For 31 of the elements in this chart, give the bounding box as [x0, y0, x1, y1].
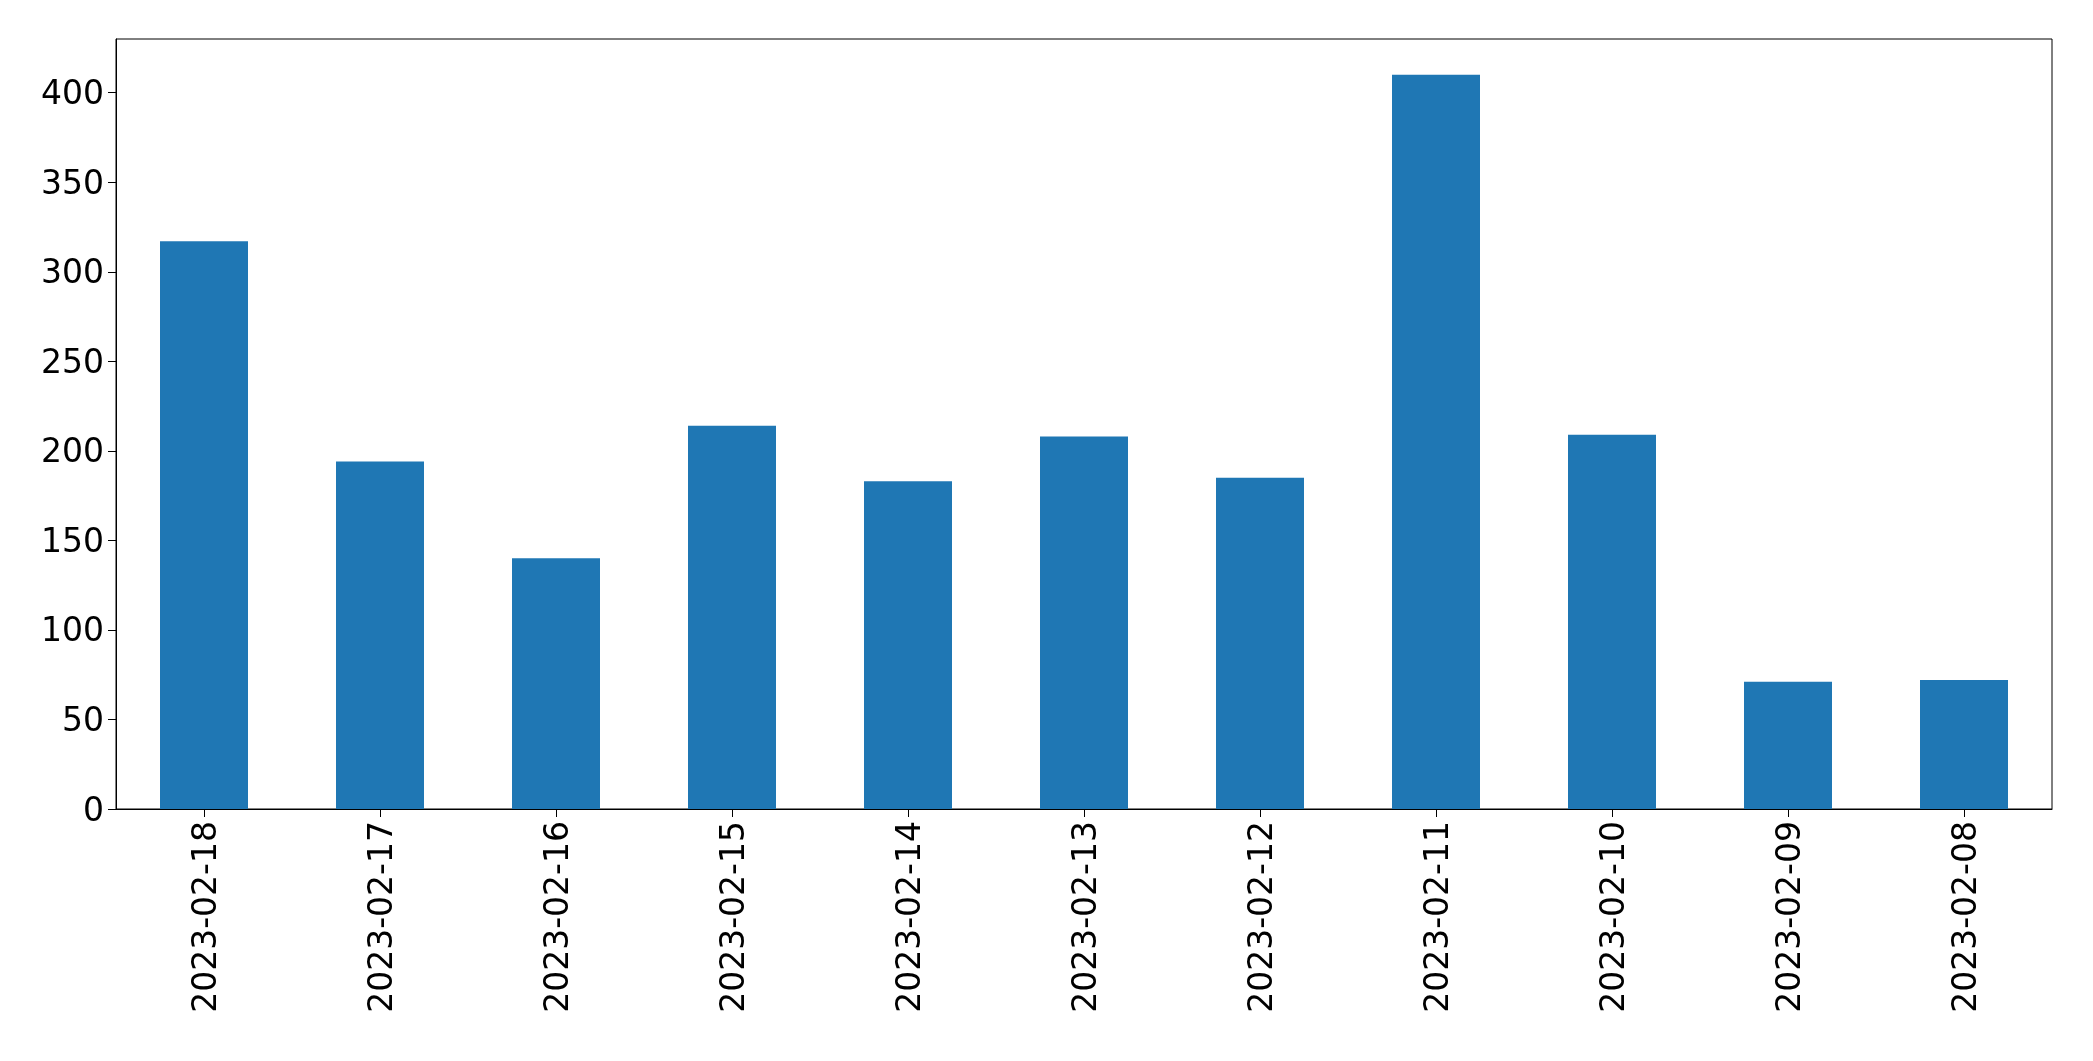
x-tick-label: 2023-02-12: [1240, 821, 1280, 1013]
bar: [1216, 477, 1304, 809]
bar: [160, 241, 248, 809]
x-tick-label: 2023-02-10: [1592, 821, 1632, 1013]
bar: [1744, 681, 1832, 809]
bar: [1568, 434, 1656, 809]
y-tick-label: 50: [62, 699, 104, 739]
x-tick-label: 2023-02-09: [1768, 821, 1808, 1013]
y-tick-label: 350: [41, 162, 104, 202]
y-tick-label: 200: [41, 431, 104, 471]
x-tick-label: 2023-02-13: [1064, 821, 1104, 1013]
bar: [688, 425, 776, 809]
x-tick-label: 2023-02-11: [1416, 821, 1456, 1013]
y-tick-label: 100: [41, 610, 104, 650]
x-tick-label: 2023-02-14: [888, 821, 928, 1013]
bar: [1920, 680, 2008, 809]
x-tick-label: 2023-02-16: [536, 821, 576, 1013]
bar: [1040, 436, 1128, 809]
y-tick-label: 400: [41, 73, 104, 113]
x-tick-label: 2023-02-18: [184, 821, 224, 1013]
y-tick-label: 250: [41, 341, 104, 381]
y-tick-label: 150: [41, 520, 104, 560]
bar: [864, 481, 952, 809]
y-tick-label: 300: [41, 252, 104, 292]
x-tick-label: 2023-02-15: [712, 821, 752, 1013]
bar: [1392, 74, 1480, 809]
x-tick-label: 2023-02-08: [1944, 821, 1984, 1013]
x-tick-label: 2023-02-17: [360, 821, 400, 1013]
bar: [336, 461, 424, 809]
bar: [512, 558, 600, 809]
y-tick-label: 0: [83, 789, 104, 829]
